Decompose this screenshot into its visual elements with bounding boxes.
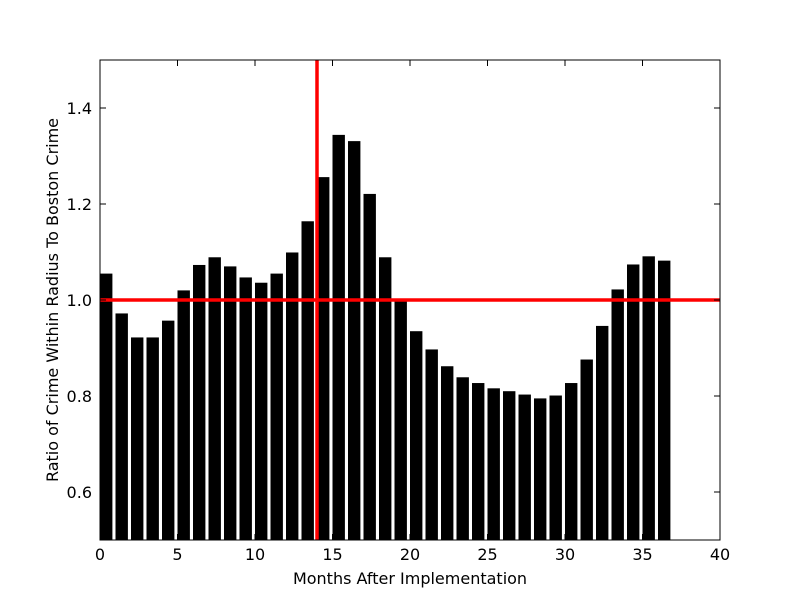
ticks-layer: 0 5 10 15 20 25 30 35 40 0.6 0.8 1.0 1.2 1.4 bbox=[67, 60, 730, 564]
bar-month-18 bbox=[379, 257, 392, 540]
y-tick-label: 1.4 bbox=[67, 99, 92, 118]
x-tick-label: 20 bbox=[400, 545, 420, 564]
bar-month-1 bbox=[115, 313, 128, 540]
bar-month-11 bbox=[270, 273, 283, 540]
bar-month-20 bbox=[410, 331, 423, 540]
y-tick-label: 0.6 bbox=[67, 483, 92, 502]
x-tick-label: 5 bbox=[172, 545, 182, 564]
bar-month-15 bbox=[332, 134, 345, 540]
bar-month-2 bbox=[131, 337, 144, 540]
bar-month-23 bbox=[456, 377, 469, 540]
bar-month-31 bbox=[580, 359, 593, 540]
bar-month-14 bbox=[317, 177, 330, 540]
bar-month-8 bbox=[224, 266, 237, 540]
bar-month-6 bbox=[193, 264, 206, 540]
y-axis-label: Ratio of Crime Within Radius To Boston C… bbox=[43, 118, 62, 482]
x-tick-label: 0 bbox=[95, 545, 105, 564]
bar-month-29 bbox=[549, 395, 562, 540]
bar-month-7 bbox=[208, 257, 221, 540]
bar-month-24 bbox=[472, 383, 485, 540]
bar-month-22 bbox=[441, 366, 454, 540]
bar-month-21 bbox=[425, 349, 438, 540]
y-tick-label: 1.0 bbox=[67, 291, 92, 310]
bar-month-10 bbox=[255, 282, 268, 540]
x-tick-label: 40 bbox=[710, 545, 730, 564]
x-tick-label: 30 bbox=[555, 545, 575, 564]
x-axis-label: Months After Implementation bbox=[293, 569, 527, 588]
bar-month-3 bbox=[146, 337, 159, 540]
y-tick-label: 0.8 bbox=[67, 387, 92, 406]
bar-month-12 bbox=[286, 252, 299, 541]
bar-month-33 bbox=[611, 289, 624, 540]
x-tick-label: 15 bbox=[322, 545, 342, 564]
bar-month-36 bbox=[658, 260, 671, 540]
bar-month-4 bbox=[162, 320, 175, 540]
bar-month-27 bbox=[518, 394, 531, 540]
bar-month-25 bbox=[487, 388, 500, 540]
bar-month-13 bbox=[301, 221, 314, 540]
bar-month-9 bbox=[239, 277, 252, 540]
x-tick-label: 25 bbox=[477, 545, 497, 564]
reference-lines-layer bbox=[100, 60, 720, 540]
bar-month-5 bbox=[177, 290, 190, 540]
bar-month-32 bbox=[596, 325, 609, 540]
x-tick-label: 35 bbox=[632, 545, 652, 564]
bar-month-0 bbox=[100, 273, 113, 540]
x-tick-label: 10 bbox=[245, 545, 265, 564]
bar-month-17 bbox=[363, 193, 376, 541]
y-tick-label: 1.2 bbox=[67, 195, 92, 214]
bar-month-16 bbox=[348, 141, 361, 540]
bar-month-35 bbox=[642, 256, 655, 540]
bar-month-28 bbox=[534, 398, 547, 540]
bar-month-30 bbox=[565, 383, 578, 540]
bar-month-34 bbox=[627, 264, 640, 540]
bar-month-19 bbox=[394, 300, 407, 540]
bars-layer bbox=[100, 134, 671, 541]
bar-month-26 bbox=[503, 391, 516, 540]
